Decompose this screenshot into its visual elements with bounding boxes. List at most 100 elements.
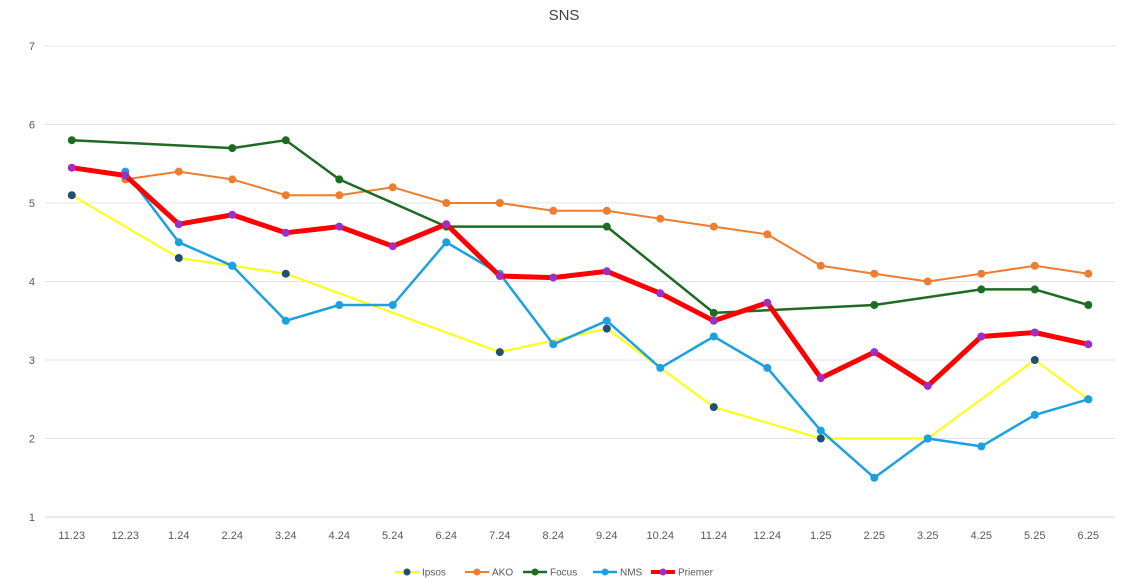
data-point <box>763 363 772 372</box>
data-point <box>816 374 825 383</box>
data-point <box>67 191 76 200</box>
series-priemer <box>67 163 1093 390</box>
data-point <box>228 261 237 270</box>
y-tick-label: 1 <box>29 512 35 524</box>
y-axis-ticks: 1 2 3 4 5 6 7 <box>29 41 35 524</box>
series-line <box>70 194 1090 440</box>
x-tick-label: 11.24 <box>700 530 727 542</box>
data-point <box>656 214 665 223</box>
legend-swatch-marker <box>601 568 609 576</box>
data-point <box>1030 261 1039 270</box>
x-tick-label: 3.24 <box>275 530 296 542</box>
data-point <box>281 191 290 200</box>
legend-item: Ipsos <box>395 568 446 578</box>
x-axis-ticks: 11.23 12.23 1.24 2.24 3.24 4.24 5.24 6.24 7.24 8.… <box>58 530 1099 542</box>
data-point <box>495 272 504 280</box>
data-point <box>763 230 772 239</box>
y-tick-label: 7 <box>29 41 35 53</box>
y-tick-label: 4 <box>29 277 35 289</box>
data-point <box>602 206 611 215</box>
series-line <box>70 138 1090 315</box>
series-ipsos <box>67 191 1093 443</box>
data-point <box>549 340 558 349</box>
x-tick-label: 4.24 <box>329 530 350 542</box>
y-tick-label: 5 <box>29 198 35 210</box>
data-point <box>656 289 665 298</box>
data-point <box>602 316 611 325</box>
data-point <box>174 254 183 262</box>
legend-label: Focus <box>550 568 577 578</box>
data-point <box>228 144 237 153</box>
data-point <box>281 228 290 237</box>
x-tick-label: 12.24 <box>753 530 781 542</box>
legend-swatch-marker <box>531 568 539 576</box>
data-point <box>977 332 986 341</box>
data-point <box>923 434 932 443</box>
data-point <box>977 442 986 451</box>
legend-swatch-marker <box>473 568 481 576</box>
data-point <box>1084 395 1093 404</box>
x-tick-label: 3.25 <box>917 530 938 542</box>
x-tick-label: 2.25 <box>864 530 885 542</box>
data-point <box>977 269 986 278</box>
data-point <box>602 324 611 333</box>
data-point <box>281 136 290 145</box>
data-point <box>709 403 718 412</box>
legend-label: Priemer <box>678 568 714 578</box>
legend-item: Focus <box>523 568 577 578</box>
x-tick-label: 2.24 <box>222 530 243 542</box>
data-point <box>763 298 772 307</box>
data-point <box>1030 356 1039 364</box>
data-point <box>923 277 932 286</box>
data-point <box>495 199 504 207</box>
series-layer <box>67 136 1093 482</box>
data-point <box>870 348 879 357</box>
legend-label: AKO <box>492 568 513 578</box>
data-point <box>709 222 718 231</box>
legend-item: AKO <box>465 568 513 578</box>
data-point <box>709 316 718 325</box>
data-point <box>442 220 451 229</box>
x-tick-label: 10.24 <box>646 530 674 542</box>
data-point <box>335 301 344 309</box>
data-point <box>281 269 290 278</box>
data-point <box>1084 269 1093 278</box>
data-point <box>388 301 397 309</box>
x-tick-label: 9.24 <box>596 530 617 542</box>
legend-swatch-marker <box>403 568 411 576</box>
x-tick-label: 5.25 <box>1024 530 1045 542</box>
series-line <box>69 165 1091 389</box>
legend-item: NMS <box>593 568 643 578</box>
legend-label: Ipsos <box>422 568 446 578</box>
legend-item: Priemer <box>651 568 714 578</box>
series-focus <box>67 136 1093 317</box>
data-point <box>174 238 183 247</box>
data-point <box>1030 285 1039 294</box>
data-point <box>602 267 611 276</box>
data-point <box>870 269 879 278</box>
y-tick-label: 2 <box>29 434 35 446</box>
data-point <box>121 171 130 180</box>
data-point <box>335 175 344 184</box>
data-point <box>549 206 558 215</box>
legend: Ipsos AKO Focus NMS Priemer <box>395 568 714 578</box>
gridlines <box>45 45 1115 518</box>
x-tick-label: 1.24 <box>168 530 189 542</box>
data-point <box>602 222 611 231</box>
data-point <box>816 426 825 435</box>
x-tick-label: 6.24 <box>436 530 457 542</box>
data-point <box>281 316 290 325</box>
legend-swatch-marker <box>659 568 667 576</box>
x-tick-label: 1.25 <box>810 530 831 542</box>
data-point <box>228 175 237 184</box>
data-point <box>174 167 183 176</box>
data-point <box>228 210 237 219</box>
data-point <box>977 285 986 294</box>
data-point <box>442 199 451 207</box>
data-point <box>1030 410 1039 419</box>
data-point <box>335 222 344 231</box>
data-point <box>388 183 397 192</box>
data-point <box>335 191 344 200</box>
data-point <box>816 434 825 443</box>
data-point <box>709 332 718 341</box>
